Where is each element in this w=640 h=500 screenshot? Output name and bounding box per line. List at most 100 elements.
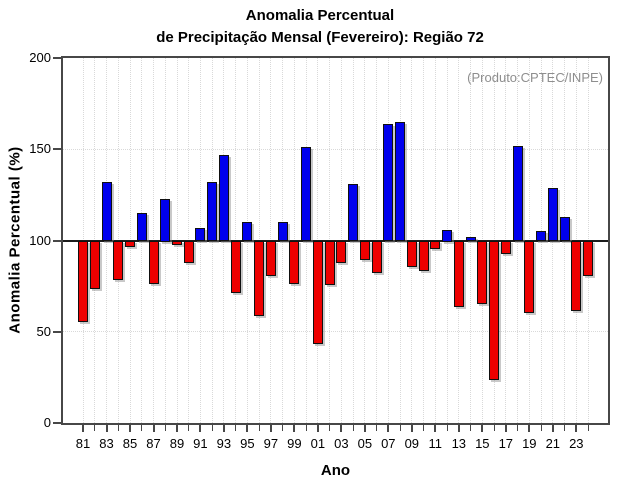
bar-94	[230, 240, 241, 293]
y-tick-label: 50	[36, 323, 51, 339]
bar-14	[465, 236, 476, 242]
x-tick	[399, 425, 401, 431]
chart-title-line2: de Precipitação Mensal (Fevereiro): Regi…	[156, 29, 484, 46]
bar-01	[312, 240, 323, 344]
x-tick	[293, 425, 296, 432]
bar-83	[101, 182, 112, 242]
x-tick	[329, 425, 331, 431]
x-tick-label: 05	[357, 436, 373, 451]
x-tick	[282, 425, 284, 431]
chart-title-line1: Anomalia Percentual	[245, 7, 395, 24]
bar-89	[172, 240, 182, 246]
x-tick	[363, 425, 366, 432]
source-annotation: (Produto:CPTEC/INPE)	[467, 70, 603, 85]
x-tick	[493, 425, 495, 431]
y-tick	[53, 57, 61, 59]
x-tick	[117, 425, 119, 431]
x-tick	[470, 425, 472, 431]
x-tick-label: 13	[451, 436, 467, 451]
bar-88	[160, 198, 171, 242]
x-tick	[316, 425, 319, 432]
x-tick	[164, 425, 166, 431]
bar-24	[583, 240, 593, 277]
bar-07	[383, 123, 394, 242]
bar-81	[78, 240, 88, 322]
x-tick	[129, 425, 131, 432]
x-tick-label: 09	[404, 436, 420, 451]
bar-96	[254, 240, 265, 317]
x-tick-label: 03	[334, 436, 349, 451]
bar-09	[406, 240, 417, 268]
bar-19	[524, 240, 535, 313]
x-tick-label: 91	[193, 436, 208, 451]
x-tick	[575, 425, 578, 432]
bar-02	[324, 240, 335, 286]
x-tick-label: 97	[263, 436, 279, 451]
x-tick	[434, 425, 437, 432]
x-tick-label: 07	[381, 436, 396, 451]
plot-area: (Produto:CPTEC/INPE)	[61, 56, 610, 425]
x-tick	[269, 425, 272, 432]
bar-04	[348, 183, 359, 242]
y-tick	[53, 148, 61, 151]
x-tick	[564, 425, 565, 431]
x-tick	[176, 425, 178, 432]
bar-87	[148, 240, 159, 284]
x-tick	[481, 425, 484, 432]
x-tick-label: 99	[287, 436, 302, 451]
x-tick-label: 81	[75, 436, 91, 451]
x-tick	[340, 425, 343, 432]
x-tick-label: 23	[569, 436, 584, 451]
bar-22	[559, 216, 570, 242]
x-tick	[504, 425, 507, 432]
bar-99	[289, 240, 300, 284]
bar-12	[442, 229, 453, 242]
x-tick	[199, 425, 202, 432]
x-tick	[352, 425, 354, 431]
y-tick-label: 0	[43, 415, 51, 430]
baseline-100-line	[63, 239, 608, 242]
x-tick	[410, 425, 413, 432]
bar-15	[477, 240, 488, 304]
x-tick	[105, 425, 108, 432]
y-tick	[53, 422, 61, 424]
x-tick	[222, 425, 225, 432]
bar-91	[195, 227, 206, 242]
x-tick	[188, 425, 190, 431]
bar-82	[89, 240, 100, 289]
bar-03	[336, 240, 347, 264]
x-tick-label: 01	[310, 436, 326, 451]
x-tick-label: 85	[122, 436, 138, 451]
x-axis-title: Ano	[320, 462, 351, 479]
bar-86	[136, 213, 147, 242]
x-tick	[246, 425, 249, 432]
bar-21	[547, 187, 558, 242]
x-tick-label: 95	[240, 436, 255, 451]
x-tick-label: 19	[522, 436, 537, 451]
horizontal-gridline	[63, 148, 608, 150]
bar-08	[395, 121, 406, 242]
bar-95	[242, 222, 253, 242]
bar-20	[536, 231, 546, 242]
x-tick	[82, 425, 84, 432]
x-tick	[457, 425, 460, 432]
x-tick	[258, 425, 260, 431]
x-tick-label: 83	[99, 436, 114, 451]
y-tick	[53, 239, 61, 242]
bar-97	[265, 240, 276, 277]
y-tick-label: 150	[29, 141, 51, 157]
y-tick-label: 100	[29, 232, 51, 248]
bar-16	[489, 240, 499, 381]
bar-92	[207, 182, 218, 242]
chart-title: Anomalia Percentual de Precipitação Mens…	[0, 5, 640, 49]
x-tick	[305, 425, 307, 431]
x-tick	[152, 425, 155, 432]
y-tick-label: 200	[29, 50, 51, 65]
bar-90	[183, 240, 194, 264]
bar-84	[113, 240, 124, 280]
x-tick	[551, 425, 554, 432]
x-tick	[423, 425, 425, 431]
horizontal-gridline	[63, 331, 608, 333]
x-tick	[587, 425, 589, 431]
